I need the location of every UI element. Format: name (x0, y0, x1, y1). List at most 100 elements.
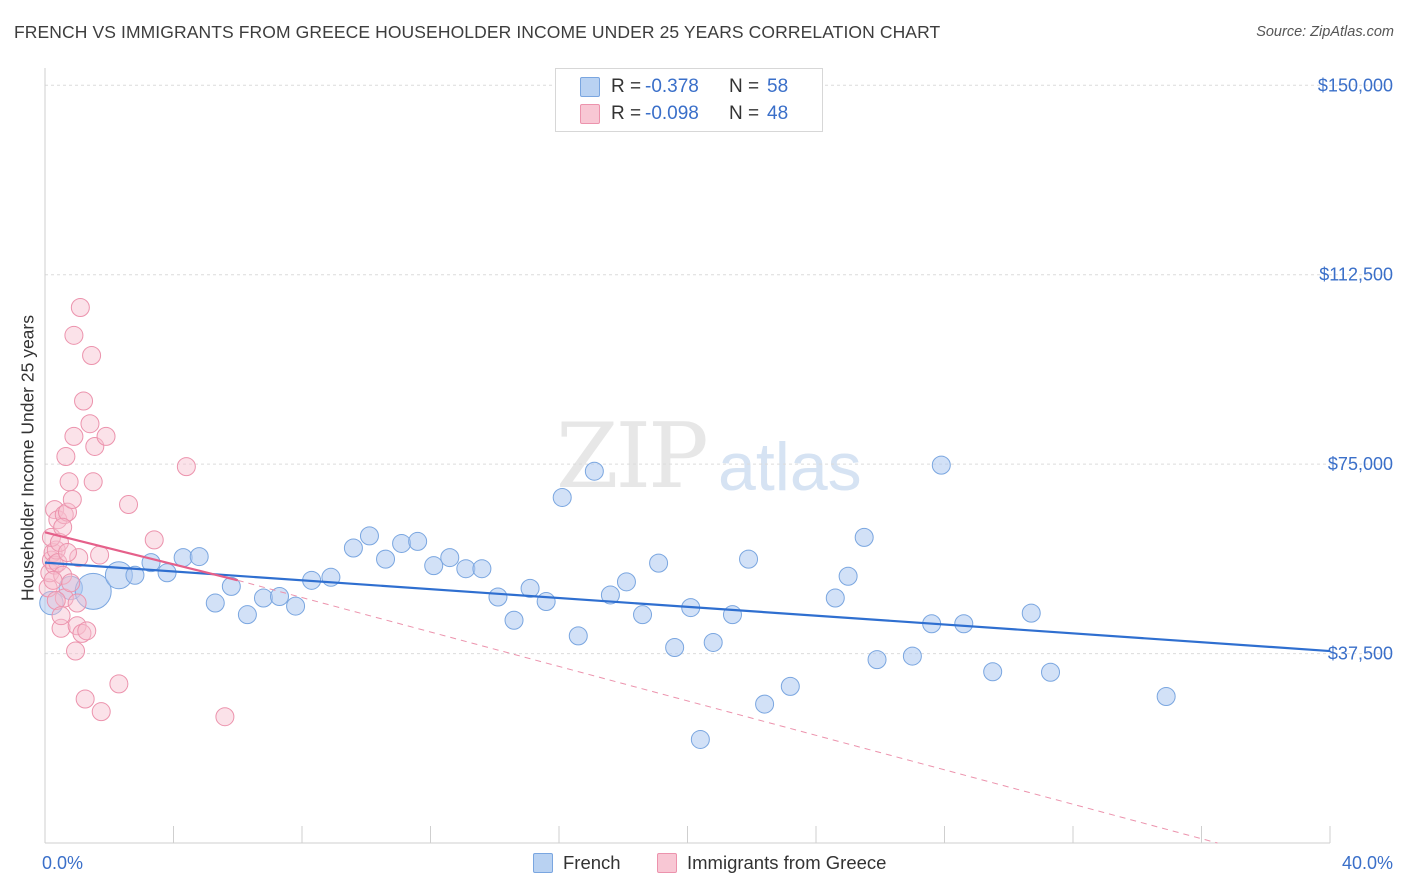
french-point (739, 549, 759, 569)
greece-point (144, 530, 164, 550)
french-point (343, 538, 363, 558)
french-point (867, 650, 887, 670)
greece-point (96, 426, 116, 446)
y-tick-label: $150,000 (1318, 75, 1393, 95)
french-point (189, 547, 209, 567)
greece-point (56, 447, 76, 467)
french-point (440, 548, 460, 568)
french-point (286, 596, 306, 616)
french-point (690, 729, 710, 749)
greece-trend-extension (237, 579, 1218, 844)
french-point (456, 559, 476, 579)
french-point (649, 553, 669, 573)
bottom-legend-label-french: French (563, 852, 621, 873)
french-point (600, 585, 620, 605)
legend-r-value-greece: -0.098 (645, 103, 699, 124)
french-point (205, 593, 225, 613)
french-point (568, 626, 588, 646)
french-point (633, 605, 653, 625)
french-point (424, 556, 444, 576)
greece-point (91, 702, 111, 722)
french-point (173, 548, 193, 568)
greece-point (77, 621, 97, 641)
french-point (825, 588, 845, 608)
greece-point (57, 543, 77, 563)
greece-point (53, 517, 73, 537)
legend-n-label: N = (729, 76, 760, 97)
legend-r-value-french: -0.378 (645, 76, 699, 97)
legend-swatch-french (580, 77, 600, 97)
greece-point (45, 555, 65, 575)
french-point (616, 572, 636, 592)
greece-point (119, 495, 139, 515)
french-point (1156, 687, 1176, 707)
greece-point (176, 457, 196, 477)
french-point (392, 533, 412, 553)
legend-row-french: R = -0.378 N = 58 (580, 75, 788, 99)
french-point (520, 578, 540, 598)
legend-r-label: R = (611, 103, 642, 124)
french-point (376, 549, 396, 569)
greece-point (215, 707, 235, 727)
y-tick-label: $112,500 (1319, 265, 1393, 285)
bottom-legend-greece: Immigrants from Greece (657, 852, 886, 874)
french-point (755, 694, 775, 714)
watermark-zip: ZIP (556, 404, 709, 509)
legend-n-label: N = (729, 103, 760, 124)
french-point (472, 559, 492, 579)
greece-point (51, 606, 71, 626)
french-point (221, 576, 241, 596)
french-point (722, 605, 742, 625)
greece-point (75, 689, 95, 709)
chart-source: Source: ZipAtlas.com (1256, 24, 1394, 40)
french-point (902, 646, 922, 666)
bottom-legend-swatch-greece (657, 853, 677, 873)
greece-point (61, 573, 81, 593)
french-point (665, 638, 685, 658)
greece-point (64, 426, 84, 446)
french-point (931, 455, 951, 475)
french-point (157, 563, 177, 583)
legend-n-value-greece: 48 (767, 103, 789, 124)
bottom-legend-french: French (533, 852, 621, 874)
x-tick-label: 40.0% (1342, 853, 1393, 873)
y-tick-label: $37,500 (1328, 644, 1393, 664)
french-point (408, 531, 428, 551)
french-point (39, 590, 64, 616)
greece-point (72, 623, 92, 643)
greece-point (82, 346, 102, 366)
bottom-legend-swatch-french (533, 853, 553, 873)
french-point (536, 592, 556, 612)
french-point (854, 527, 874, 547)
x-tick-label: 0.0% (42, 853, 83, 873)
french-point (74, 572, 112, 610)
watermark-atlas: atlas (718, 429, 862, 505)
french-point (125, 565, 145, 585)
french-point (504, 610, 524, 630)
greece-point (69, 548, 89, 568)
greece-point (80, 414, 100, 434)
french-point (584, 461, 604, 481)
y-axis-label: Householder Income Under 25 years (17, 315, 38, 601)
bottom-legend-label-greece: Immigrants from Greece (687, 852, 887, 873)
french-point (1041, 662, 1061, 682)
french-point (1021, 603, 1041, 623)
greece-point (46, 591, 66, 611)
greece-point (64, 325, 84, 345)
french-point (552, 487, 572, 507)
y-tick-label: $75,000 (1328, 454, 1393, 474)
french-point (983, 662, 1003, 682)
legend-n-value-french: 58 (767, 76, 789, 97)
greece-point (43, 570, 63, 590)
french-point (838, 566, 858, 586)
french-point (488, 587, 508, 607)
legend-swatch-greece (580, 104, 600, 124)
greece-trend-line (44, 531, 239, 582)
chart-title: FRENCH VS IMMIGRANTS FROM GREECE HOUSEHO… (14, 22, 941, 42)
legend-r-label: R = (611, 76, 642, 97)
greece-point (62, 489, 82, 509)
greece-point (53, 565, 73, 585)
greece-point (90, 545, 110, 565)
french-point (270, 586, 290, 606)
